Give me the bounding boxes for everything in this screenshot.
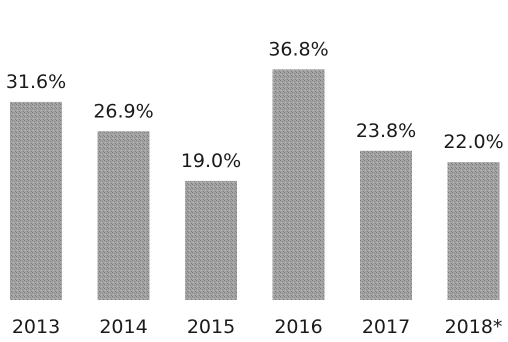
bar-2017 — [360, 150, 412, 300]
value-labels-group: 31.6% 26.9% 19.0% 36.8% 23.8% 22.0% — [6, 38, 504, 172]
bar-2018-estimate — [447, 162, 500, 300]
category-label-2018-estimate: 2018* — [445, 316, 503, 338]
category-label-2014: 2014 — [99, 316, 147, 338]
bars-group — [10, 69, 500, 301]
value-label-2018-estimate: 22.0% — [443, 131, 503, 153]
category-label-2015: 2015 — [187, 316, 235, 338]
bar-2016 — [272, 69, 325, 300]
value-label-2017: 23.8% — [356, 120, 416, 142]
bar-2013 — [10, 101, 62, 301]
category-label-2016: 2016 — [274, 316, 322, 338]
bar-2015 — [185, 180, 237, 300]
category-labels-group: 2013 2014 2015 2016 2017 2018* — [12, 316, 503, 338]
category-label-2013: 2013 — [12, 316, 60, 338]
category-label-2017: 2017 — [362, 316, 410, 338]
bar-2014 — [97, 131, 150, 300]
value-label-2013: 31.6% — [6, 71, 66, 93]
value-label-2016: 36.8% — [268, 38, 328, 60]
value-label-2014: 26.9% — [93, 100, 153, 122]
value-label-2015: 19.0% — [181, 150, 241, 172]
